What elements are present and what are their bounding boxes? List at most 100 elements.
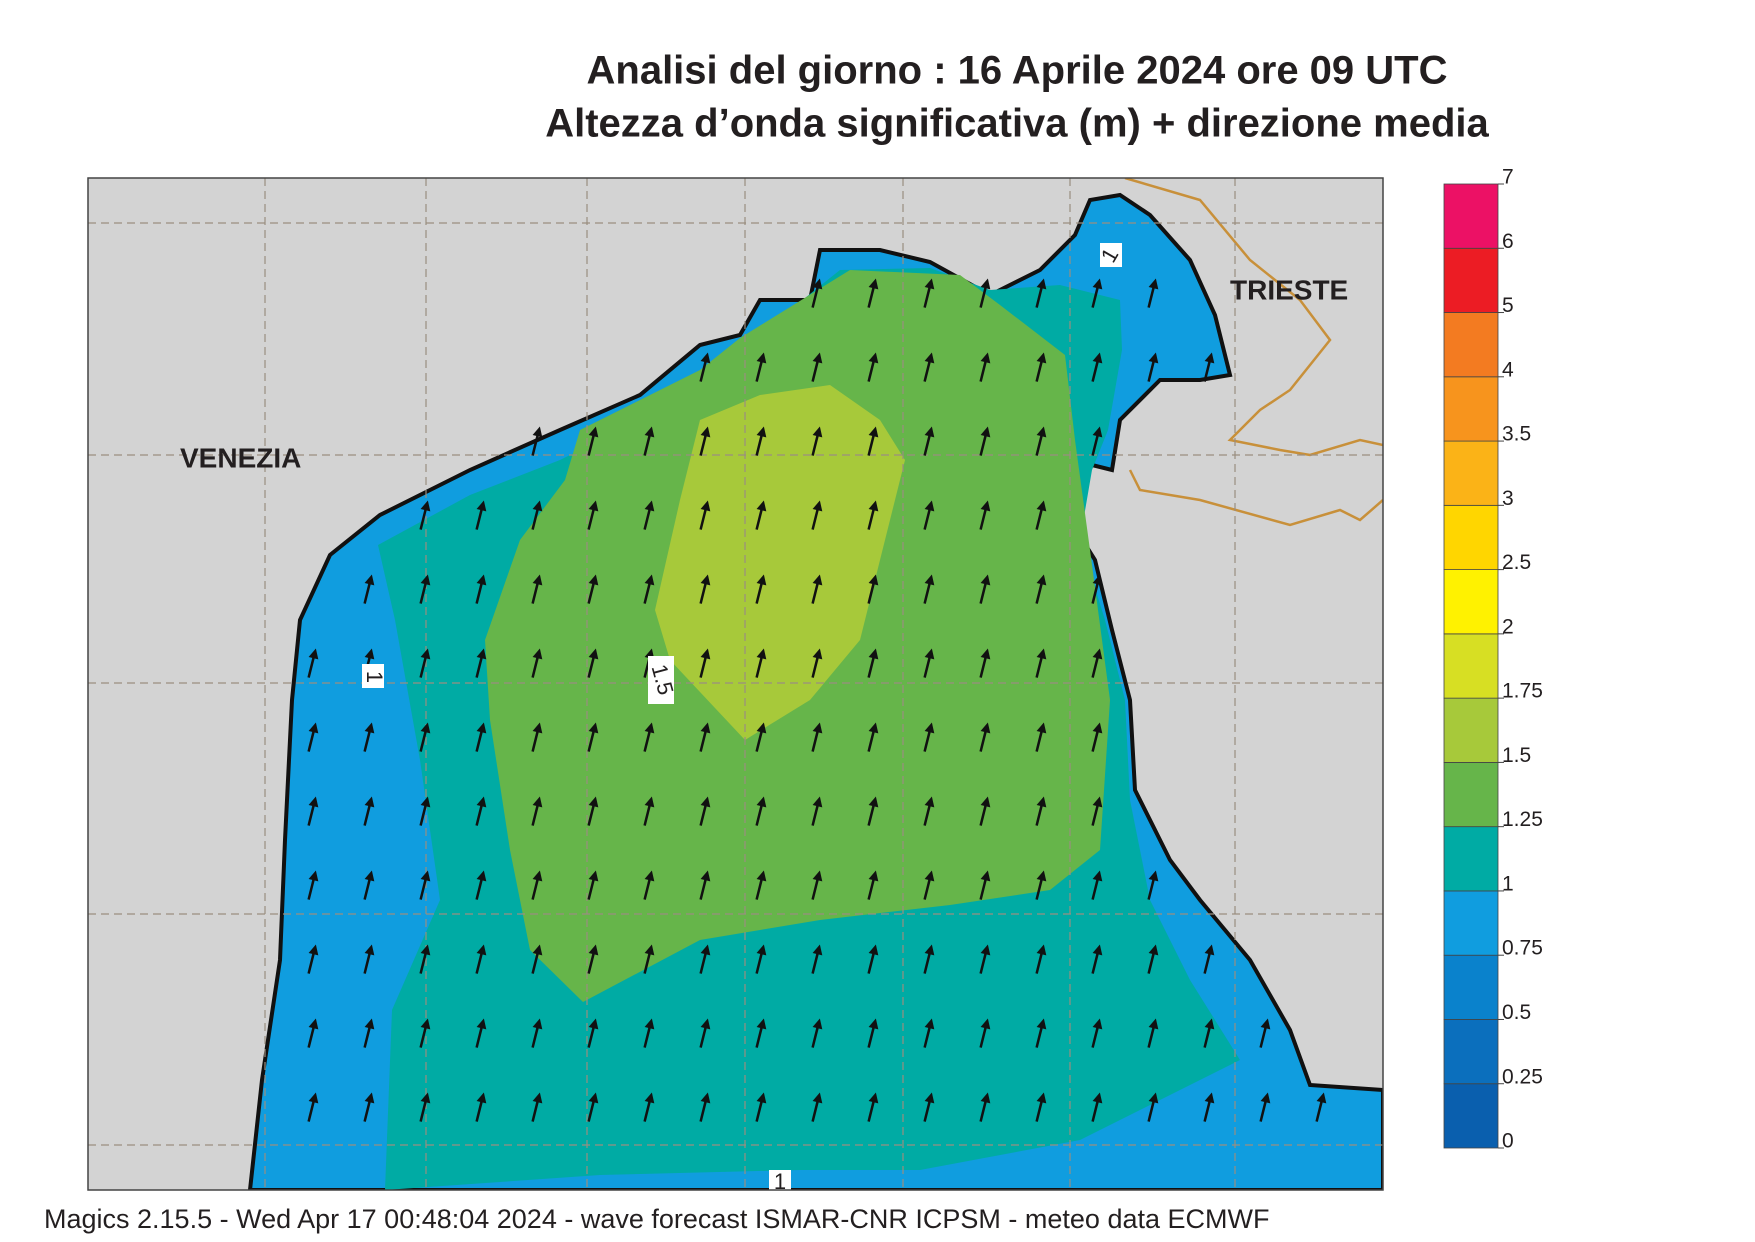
wave-arrow bbox=[1035, 500, 1047, 530]
wave-arrow bbox=[587, 1092, 599, 1122]
wave-arrow bbox=[1035, 648, 1047, 678]
wave-arrow bbox=[923, 944, 935, 974]
wave-arrow bbox=[699, 870, 711, 900]
arrow-head bbox=[756, 796, 767, 808]
wave-arrow bbox=[587, 870, 599, 900]
arrow-head bbox=[812, 648, 823, 660]
wave-arrow bbox=[363, 796, 375, 826]
arrow-head bbox=[420, 500, 431, 512]
arrow-head bbox=[924, 278, 935, 290]
arrow-head bbox=[532, 574, 543, 586]
arrow-head bbox=[364, 648, 375, 660]
wave-arrow bbox=[1203, 352, 1215, 382]
arrow-head bbox=[308, 1018, 319, 1030]
wave-arrow bbox=[419, 796, 431, 826]
legend-label: 0.75 bbox=[1502, 937, 1543, 960]
arrow-head bbox=[700, 722, 711, 734]
wave-arrow bbox=[867, 796, 879, 826]
arrow-head bbox=[1260, 1092, 1271, 1104]
arrow-head bbox=[588, 796, 599, 808]
legend-band bbox=[1443, 1019, 1499, 1085]
arrow-head bbox=[1036, 1018, 1047, 1030]
wave-arrow bbox=[1091, 944, 1103, 974]
wave-arrow bbox=[1091, 722, 1103, 752]
arrow-head bbox=[868, 574, 879, 586]
arrow-head bbox=[532, 944, 543, 956]
wave-arrow bbox=[1091, 648, 1103, 678]
contour-label: 1 bbox=[774, 1169, 786, 1194]
arrow-head bbox=[1092, 1018, 1103, 1030]
arrow-head bbox=[420, 1018, 431, 1030]
arrow-head bbox=[364, 1092, 375, 1104]
wave-arrow bbox=[923, 574, 935, 604]
contour-label: 1 bbox=[362, 671, 387, 683]
arrow-head bbox=[476, 1092, 487, 1104]
wave-arrow bbox=[363, 1018, 375, 1048]
wave-arrow bbox=[587, 500, 599, 530]
arrow-head bbox=[1036, 500, 1047, 512]
arrow-head bbox=[476, 648, 487, 660]
wave-arrow bbox=[419, 574, 431, 604]
wave-arrow bbox=[363, 1092, 375, 1122]
wave-arrow bbox=[755, 944, 767, 974]
arrow-head bbox=[756, 1018, 767, 1030]
legend-band bbox=[1443, 376, 1499, 442]
wave-arrow bbox=[643, 796, 655, 826]
wave-arrow bbox=[867, 1092, 879, 1122]
arrow-head bbox=[476, 870, 487, 882]
arrow-head bbox=[756, 426, 767, 438]
arrow-head bbox=[756, 500, 767, 512]
arrow-head bbox=[924, 1092, 935, 1104]
wave-arrow bbox=[363, 944, 375, 974]
arrow-head bbox=[980, 574, 991, 586]
legend-band bbox=[1443, 633, 1499, 699]
arrow-head bbox=[1092, 426, 1103, 438]
arrow-head bbox=[756, 870, 767, 882]
wave-arrow bbox=[419, 1092, 431, 1122]
wave-arrow bbox=[1091, 870, 1103, 900]
arrow-head bbox=[812, 1018, 823, 1030]
arrow-head bbox=[644, 944, 655, 956]
arrow-head bbox=[980, 648, 991, 660]
legend: 0 0.25 0.5 0.75 1 1.25 1.5 1.75 2 2.5 3 3.5 4 5 6 7 bbox=[1443, 166, 1543, 1153]
wave-arrow bbox=[867, 500, 879, 530]
wave-arrow bbox=[923, 796, 935, 826]
legend-label: 1.5 bbox=[1502, 744, 1531, 767]
arrow-head bbox=[812, 944, 823, 956]
arrow-head bbox=[700, 648, 711, 660]
wave-arrow bbox=[979, 352, 991, 382]
place-label: TRIESTE bbox=[1230, 274, 1348, 305]
wave-arrow bbox=[979, 426, 991, 456]
wave-arrow bbox=[1203, 1092, 1215, 1122]
wave-arrow bbox=[811, 352, 823, 382]
wave-arrow bbox=[811, 1018, 823, 1048]
arrow-head bbox=[1204, 1018, 1215, 1030]
wave-arrow bbox=[419, 870, 431, 900]
wave-arrow bbox=[1315, 1092, 1327, 1122]
wave-arrow bbox=[1091, 426, 1103, 456]
title: Analisi del giorno : 16 Aprile 2024 ore … bbox=[587, 49, 1448, 93]
wave-arrow bbox=[1147, 944, 1159, 974]
wave-arrow bbox=[531, 944, 543, 974]
wave-arrow bbox=[811, 426, 823, 456]
wave-arrow bbox=[307, 944, 319, 974]
wave-arrow bbox=[475, 722, 487, 752]
place-label: VENEZIA bbox=[180, 442, 301, 473]
wave-arrow bbox=[699, 352, 711, 382]
map: VENEZIA TRIESTE 1 1.5 1 1 bbox=[88, 178, 1383, 1194]
wave-arrow bbox=[699, 944, 711, 974]
sea-yellowgreen bbox=[655, 385, 905, 740]
wave-arrow bbox=[531, 426, 543, 456]
wave-arrow bbox=[1035, 1092, 1047, 1122]
legend-band bbox=[1443, 183, 1499, 249]
wave-arrow bbox=[755, 1092, 767, 1122]
wave-arrow bbox=[979, 278, 991, 308]
arrow-head bbox=[1092, 796, 1103, 808]
wave-arrow bbox=[867, 278, 879, 308]
arrow-head bbox=[756, 352, 767, 364]
arrow-head bbox=[924, 648, 935, 660]
arrow-head bbox=[644, 426, 655, 438]
wave-arrow bbox=[307, 722, 319, 752]
wave-arrow bbox=[643, 870, 655, 900]
legend-band bbox=[1443, 440, 1499, 506]
